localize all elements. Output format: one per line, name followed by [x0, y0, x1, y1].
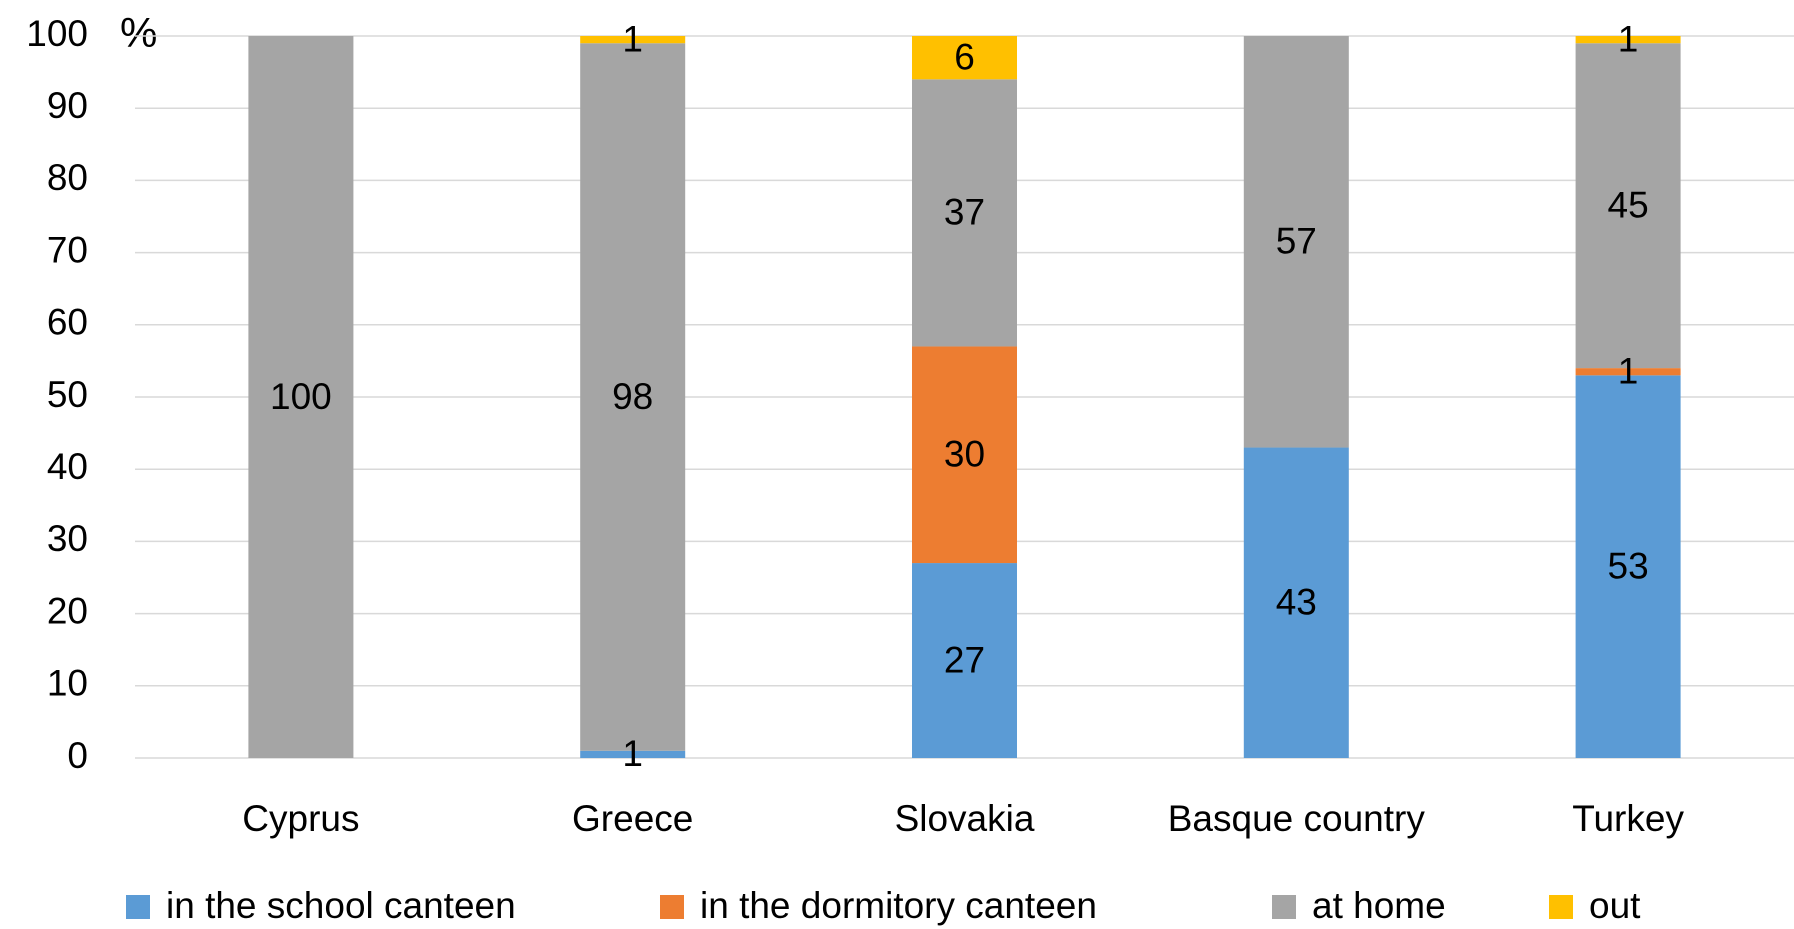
data-label: 53: [1608, 545, 1649, 586]
legend-swatch: [1549, 895, 1573, 919]
bar-segment: [580, 36, 686, 44]
y-tick-label: 40: [47, 446, 88, 487]
bar-segment: [912, 346, 1017, 564]
bar-segment: [1575, 368, 1681, 376]
x-tick-label: Basque country: [1168, 798, 1426, 839]
y-tick-label: 50: [47, 374, 88, 415]
data-label: 1: [1618, 18, 1639, 59]
bar-segment: [1243, 447, 1349, 758]
y-unit: %: [120, 9, 157, 56]
data-label: 1: [622, 18, 643, 59]
data-label: 27: [944, 639, 985, 680]
y-tick-label: 100: [26, 13, 88, 54]
y-tick-label: 90: [47, 85, 88, 126]
y-tick-label: 20: [47, 590, 88, 631]
data-label: 100: [270, 376, 332, 417]
bar-segment: [912, 36, 1017, 80]
y-tick-label: 80: [47, 157, 88, 198]
bar-segment: [912, 563, 1017, 758]
bar-segment: [1575, 375, 1681, 758]
data-label: 1: [1618, 351, 1639, 392]
data-label: 57: [1276, 221, 1317, 262]
x-tick-label: Turkey: [1572, 798, 1684, 839]
y-tick-label: 0: [67, 735, 88, 776]
bar-segment: [1243, 36, 1349, 448]
bar-segment: [580, 43, 686, 751]
x-tick-label: Cyprus: [242, 798, 359, 839]
x-tick-label: Slovakia: [895, 798, 1035, 839]
legend-label: out: [1589, 885, 1641, 926]
data-label: 37: [944, 192, 985, 233]
bar-segment: [1575, 43, 1681, 369]
bar-segment: [912, 79, 1017, 347]
data-label: 43: [1276, 582, 1317, 623]
y-tick-label: 60: [47, 302, 88, 343]
legend-swatch: [660, 895, 684, 919]
y-tick-label: 70: [47, 229, 88, 270]
legend-label: in the dormitory canteen: [700, 885, 1097, 926]
legend-label: at home: [1312, 885, 1446, 926]
legend-label: in the school canteen: [166, 885, 516, 926]
data-label: 6: [954, 36, 975, 77]
x-tick-label: Greece: [572, 798, 693, 839]
data-label: 45: [1608, 184, 1649, 225]
bar-segment: [1575, 36, 1681, 44]
legend-swatch: [1272, 895, 1296, 919]
bar-segment: [248, 36, 354, 758]
bar-segment: [580, 750, 686, 758]
data-label: 1: [622, 733, 643, 774]
y-tick-label: 30: [47, 518, 88, 559]
data-label: 30: [944, 434, 985, 475]
legend-swatch: [126, 895, 150, 919]
y-tick-label: 10: [47, 663, 88, 704]
data-label: 98: [612, 376, 653, 417]
